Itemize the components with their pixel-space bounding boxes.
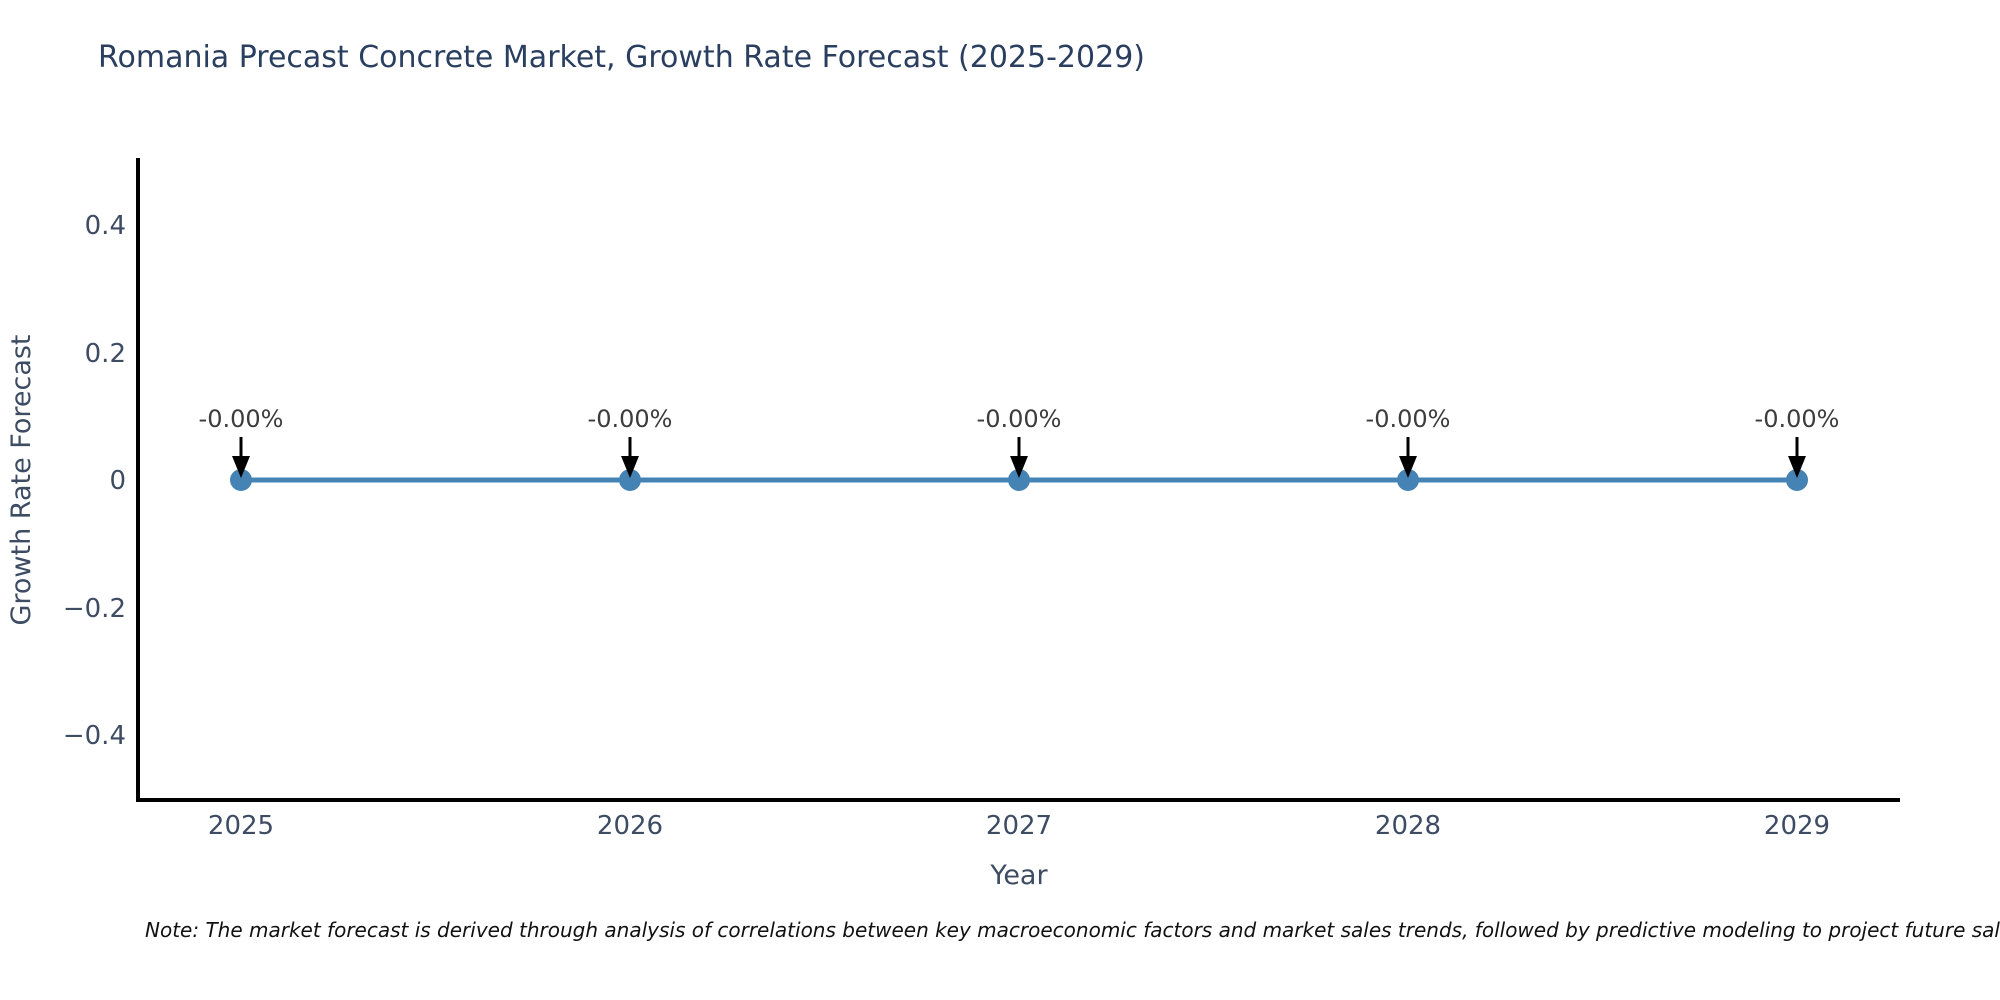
annotation-label: -0.00% [199,405,284,433]
x-tick-label: 2029 [1764,811,1830,841]
data-point-marker [619,469,641,491]
annotation-arrow [1788,437,1806,478]
x-tick-label: 2028 [1375,811,1441,841]
data-point-marker [1397,469,1419,491]
annotation-label: -0.00% [1755,405,1840,433]
annotation-arrow [1010,437,1028,478]
annotation-arrow [621,437,639,478]
y-tick-label: 0.4 [85,211,126,241]
data-point-marker [230,469,252,491]
annotation-label: -0.00% [977,405,1062,433]
footnote: Note: The market forecast is derived thr… [145,918,2000,942]
data-point-marker [1008,469,1030,491]
annotation-arrow [1399,437,1417,478]
x-tick-label: 2026 [597,811,663,841]
data-point-marker [1786,469,1808,491]
y-tick-label: 0.2 [85,339,126,369]
y-tick-label: −0.2 [63,594,126,624]
y-tick-label: 0 [109,466,126,496]
x-tick-label: 2027 [986,811,1052,841]
annotation-label: -0.00% [588,405,673,433]
y-tick-label: −0.4 [63,721,126,751]
x-tick-label: 2025 [208,811,274,841]
x-axis-title: Year [989,860,1048,891]
annotation-arrow [232,437,250,478]
annotation-label: -0.00% [1366,405,1451,433]
y-axis-title: Growth Rate Forecast [6,334,37,625]
chart-title: Romania Precast Concrete Market, Growth … [98,40,1145,75]
